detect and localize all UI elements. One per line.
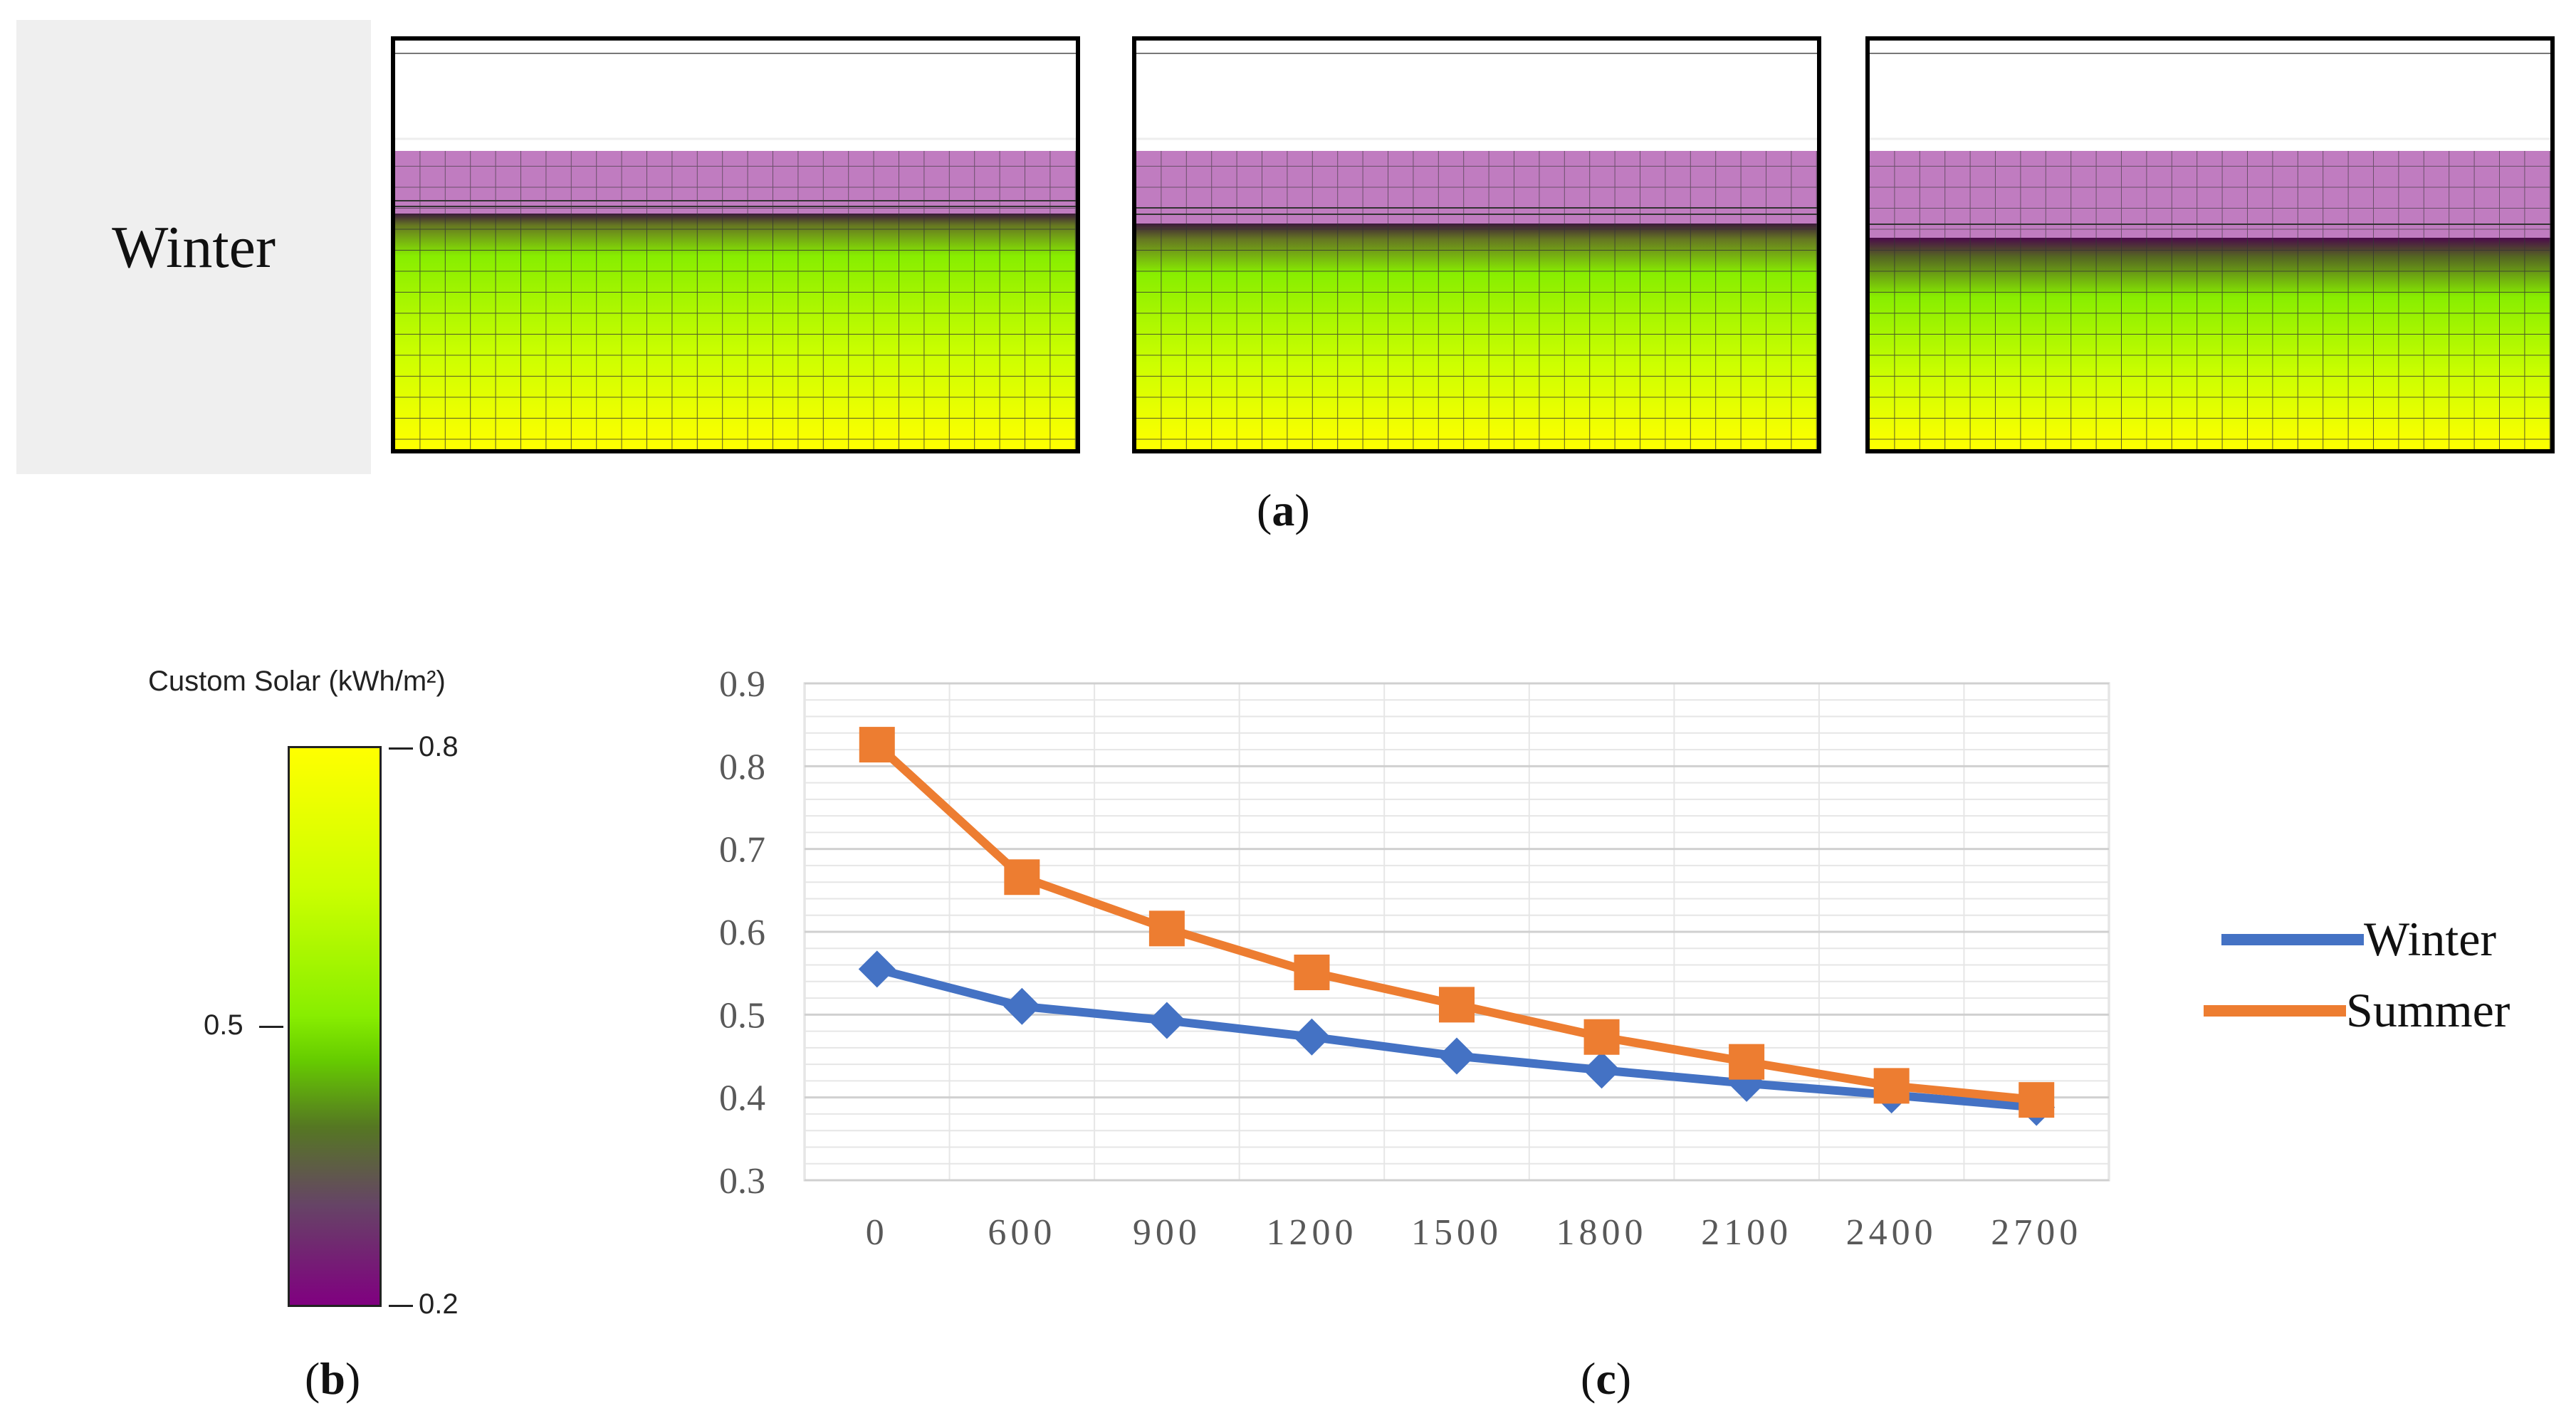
data-point-winter xyxy=(1003,987,1041,1025)
colorbar-tick-mid xyxy=(259,1026,283,1028)
data-point-summer xyxy=(1583,1019,1620,1055)
data-point-summer xyxy=(1148,910,1185,947)
legend-label-winter: Winter xyxy=(2364,912,2497,966)
x-tick-label: 2700 xyxy=(1991,1212,2082,1253)
colorbar-label-max: 0.8 xyxy=(419,731,459,762)
solar-panel-render-2 xyxy=(1136,53,1817,449)
colorbar-tick-max xyxy=(389,747,413,750)
x-tick-label: 900 xyxy=(1133,1212,1201,1253)
y-tick-label: 0.6 xyxy=(719,913,765,953)
solar-panel-view-3 xyxy=(1865,36,2555,453)
x-tick-label: 2400 xyxy=(1846,1212,1937,1253)
colorbar xyxy=(288,746,382,1307)
solar-panel-view-1 xyxy=(391,36,1080,453)
colorbar-title: Custom Solar (kWh/m²) xyxy=(148,666,446,697)
colorbar-tick-min xyxy=(389,1305,413,1307)
solar-panel-view-2 xyxy=(1132,36,1821,453)
y-tick-label: 0.8 xyxy=(719,747,765,787)
data-point-summer xyxy=(859,727,895,763)
colorbar-label-mid: 0.5 xyxy=(204,1009,244,1041)
x-tick-label: 1500 xyxy=(1411,1212,1502,1253)
data-point-winter xyxy=(1438,1037,1475,1075)
data-point-summer xyxy=(1729,1044,1765,1080)
line-chart-svg: 0.3 0.4 0.5 0.6 0.7 0.8 0.9 0 600 900 1200 1500 1800… xyxy=(719,664,2110,1253)
caption-c: (c) xyxy=(1581,1353,1632,1404)
y-tick-label: 0.3 xyxy=(719,1161,765,1202)
x-tick-label: 1200 xyxy=(1266,1212,1357,1253)
x-tick-label: 0 xyxy=(866,1212,889,1253)
data-point-summer xyxy=(1873,1068,1910,1104)
solar-panel-render-1 xyxy=(395,53,1076,449)
y-tick-label: 0.4 xyxy=(719,1078,765,1119)
data-point-summer xyxy=(1439,987,1475,1023)
y-tick-label: 0.7 xyxy=(719,830,765,871)
legend-swatch-winter xyxy=(2221,933,2364,945)
x-tick-label: 2100 xyxy=(1701,1212,1792,1253)
x-tick-label: 600 xyxy=(988,1212,1056,1253)
legend-item-summer: Summer xyxy=(2204,982,2510,1039)
season-label-box: Winter xyxy=(16,20,371,474)
solar-panel-render-3 xyxy=(1870,53,2550,449)
colorbar-label-min: 0.2 xyxy=(419,1288,459,1320)
caption-a: (a) xyxy=(1257,485,1310,535)
data-point-summer xyxy=(1294,955,1330,991)
season-label: Winter xyxy=(112,214,276,280)
legend-label-summer: Summer xyxy=(2346,983,2510,1037)
data-point-winter xyxy=(858,950,896,988)
legend-swatch-summer xyxy=(2204,1004,2346,1017)
data-point-winter xyxy=(1293,1018,1331,1056)
data-point-winter xyxy=(1148,1002,1185,1039)
y-tick-label: 0.9 xyxy=(719,664,765,705)
data-point-summer xyxy=(2019,1082,2055,1118)
caption-b: (b) xyxy=(305,1353,361,1404)
data-point-winter xyxy=(1583,1051,1621,1089)
y-tick-label: 0.5 xyxy=(719,995,765,1036)
x-tick-label: 1800 xyxy=(1556,1212,1648,1253)
line-chart: 0.3 0.4 0.5 0.6 0.7 0.8 0.9 0 600 900 1200 1500 1800… xyxy=(669,662,2122,1281)
data-point-summer xyxy=(1004,859,1040,896)
legend-item-winter: Winter xyxy=(2221,911,2496,967)
